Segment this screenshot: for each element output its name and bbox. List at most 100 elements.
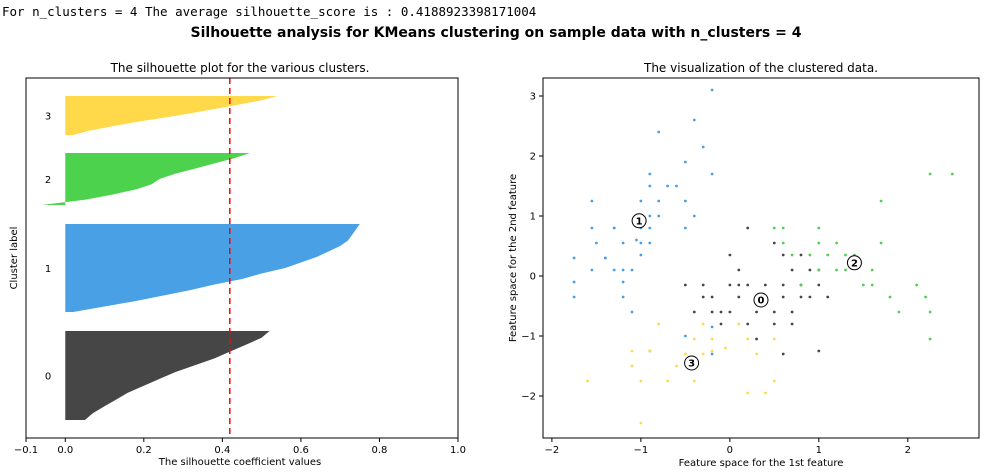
scatter-point-c0: [781, 253, 785, 257]
scatter-point-c1: [621, 268, 625, 272]
scatter-point-c1: [701, 145, 705, 149]
scatter-point-c1: [710, 172, 714, 176]
scatter-point-c2: [879, 241, 883, 245]
scatter-point-c2: [861, 283, 865, 287]
scatter-point-c1: [648, 184, 652, 188]
cluster-center-label-3: 3: [688, 359, 695, 370]
scatter-point-c1: [666, 184, 669, 188]
scatter-y-tick-label: −1: [521, 332, 536, 343]
cluster-label-0: 0: [45, 372, 51, 383]
scatter-point-c0: [728, 310, 732, 314]
cluster-label-1: 1: [45, 264, 51, 275]
cluster-label-2: 2: [45, 175, 51, 186]
console-output: For n_clusters = 4 The average silhouett…: [2, 4, 537, 19]
scatter-point-c2: [844, 253, 847, 257]
scatter-point-c3: [586, 379, 589, 383]
scatter-point-c3: [692, 379, 696, 383]
silhouette-plot: The silhouette plot for the various clus…: [9, 61, 466, 468]
silhouette-x-label: The silhouette coefficient values: [158, 457, 322, 468]
scatter-point-c1: [692, 214, 696, 218]
scatter-point-c2: [781, 241, 785, 245]
scatter-point-c1: [684, 199, 687, 203]
scatter-point-c1: [657, 214, 661, 218]
scatter-point-c2: [924, 295, 927, 299]
scatter-point-c3: [737, 322, 741, 326]
scatter-y-ticks: −2 −1 0 1 2 3: [521, 92, 543, 403]
silhouette-x-tick-label: 0.2: [136, 445, 152, 456]
cluster-center-1: [631, 213, 647, 229]
scatter-point-c0: [772, 241, 776, 245]
scatter-point-c2: [817, 226, 821, 230]
scatter-point-c3: [772, 379, 776, 383]
scatter-point-c3: [755, 352, 758, 356]
scatter-point-c1: [572, 295, 576, 299]
scatter-point-c2: [799, 283, 803, 287]
scatter-point-c1: [612, 268, 616, 272]
silhouette-y-label: Cluster label: [9, 227, 20, 290]
figure-suptitle: Silhouette analysis for KMeans clusterin…: [190, 25, 802, 41]
scatter-point-c0: [710, 295, 714, 299]
scatter-point-c0: [781, 295, 785, 299]
scatter-x-label: Feature space for the 1st feature: [679, 458, 844, 469]
scatter-point-c1: [603, 256, 607, 260]
scatter-x-tick-label: −2: [545, 445, 560, 456]
scatter-point-c0: [684, 283, 687, 287]
scatter-point-c0: [826, 295, 830, 299]
silhouette-cluster-0: [65, 331, 270, 420]
scatter-point-c1: [648, 226, 652, 230]
scatter-point-c0: [790, 268, 794, 272]
scatter-y-label: Feature space for the 2nd feature: [508, 174, 519, 342]
scatter-point-c2: [915, 283, 919, 287]
scatter-point-c3: [666, 379, 669, 383]
scatter-plot-title: The visualization of the clustered data.: [643, 61, 878, 75]
scatter-axes-frame: [542, 77, 980, 439]
scatter-point-c2: [781, 226, 785, 230]
scatter-point-c3: [684, 352, 687, 356]
scatter-point-c0: [808, 268, 812, 272]
cluster-center-label-1: 1: [636, 216, 643, 227]
scatter-points: [572, 88, 954, 425]
scatter-point-c2: [835, 241, 838, 245]
scatter-point-c1: [710, 88, 714, 92]
scatter-point-c2: [772, 226, 776, 230]
scatter-point-c1: [621, 241, 625, 245]
scatter-point-c1: [675, 184, 678, 188]
scatter-x-tick-label: 2: [905, 445, 911, 456]
scatter-x-ticks: −2 −1 0 1 2: [545, 438, 911, 456]
cluster-center-3: [684, 355, 700, 371]
scatter-y-tick-label: 1: [530, 212, 536, 223]
scatter-point-c1: [621, 280, 625, 284]
scatter-point-c2: [879, 199, 883, 203]
scatter-point-c0: [808, 295, 812, 299]
silhouette-cluster-2: [41, 153, 250, 205]
scatter-point-c1: [590, 199, 594, 203]
scatter-point-c1: [648, 214, 652, 218]
scatter-point-c2: [888, 295, 892, 299]
silhouette-cluster-1: [65, 224, 360, 312]
scatter-point-c0: [737, 268, 741, 272]
scatter-point-c1: [710, 352, 714, 356]
scatter-point-c3: [639, 379, 643, 383]
scatter-point-c0: [746, 283, 750, 287]
scatter-point-c2: [808, 253, 812, 257]
silhouette-x-tick-label: 0.0: [57, 445, 73, 456]
scatter-point-c2: [928, 172, 932, 176]
scatter-point-c0: [755, 337, 758, 341]
scatter-point-c0: [746, 322, 750, 326]
scatter-point-c1: [639, 253, 643, 257]
scatter-point-c1: [684, 226, 687, 230]
scatter-y-tick-label: −2: [521, 392, 536, 403]
scatter-point-c1: [692, 118, 696, 122]
scatter-point-c3: [648, 349, 652, 353]
scatter-point-c1: [648, 172, 652, 176]
cluster-label-3: 3: [45, 112, 51, 123]
cluster-scatter-plot: The visualization of the clustered data.…: [508, 61, 980, 469]
scatter-x-tick-label: 0: [727, 445, 733, 456]
scatter-point-c1: [684, 334, 687, 338]
silhouette-x-tick-label: 0.4: [214, 445, 230, 456]
scatter-point-c3: [675, 364, 678, 368]
silhouette-fills: [41, 96, 360, 420]
scatter-point-c1: [648, 241, 652, 245]
scatter-point-c2: [790, 253, 794, 257]
